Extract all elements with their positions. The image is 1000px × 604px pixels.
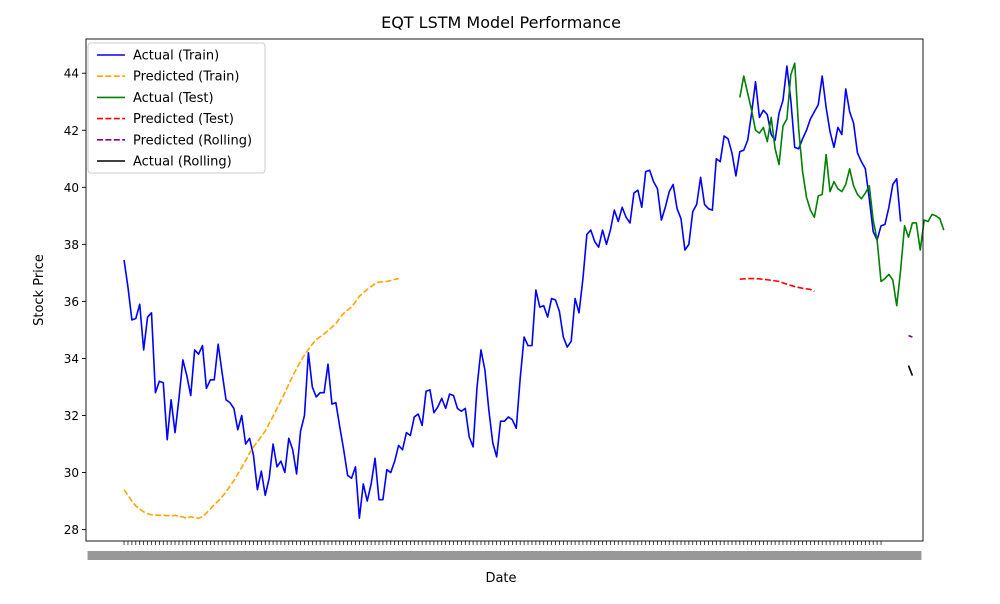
y-tick-label: 44 <box>64 67 79 81</box>
legend-label-4: Predicted (Test) <box>133 112 234 127</box>
legend: Actual (Train) Predicted (Train) Actual (T… <box>87 42 266 174</box>
x-axis-label: Date <box>485 571 516 586</box>
y-tick-label: 30 <box>64 466 79 480</box>
legend-box <box>87 42 266 174</box>
y-tick-label: 38 <box>64 238 79 252</box>
y-tick-label: 32 <box>64 409 79 423</box>
y-tick-label: 42 <box>64 124 79 138</box>
y-tick-label: 28 <box>64 523 79 537</box>
plot-area <box>123 62 945 519</box>
chart-title: EQT LSTM Model Performance <box>381 13 621 32</box>
x-tick-marks <box>123 541 882 545</box>
series-line-5 <box>908 334 913 338</box>
y-axis-label: Stock Price <box>32 254 47 326</box>
series-line-6 <box>907 365 914 376</box>
legend-label-1: Actual (Train) <box>133 49 219 64</box>
legend-label-5: Predicted (Rolling) <box>133 133 252 148</box>
y-tick-label: 34 <box>64 352 79 366</box>
series-line-1 <box>123 65 902 519</box>
y-tick-label: 36 <box>64 295 79 309</box>
axes: 28 30 32 34 36 38 40 42 44 <box>64 38 924 560</box>
legend-label-3: Actual (Test) <box>133 91 214 106</box>
legend-label-6: Actual (Rolling) <box>133 155 232 170</box>
y-tick-label: 40 <box>64 181 79 195</box>
series-line-2 <box>123 277 399 519</box>
legend-label-2: Predicted (Train) <box>133 70 240 85</box>
x-tick-labels-overlap <box>87 551 922 560</box>
series-line-3 <box>739 62 945 307</box>
series-line-4 <box>739 277 815 293</box>
